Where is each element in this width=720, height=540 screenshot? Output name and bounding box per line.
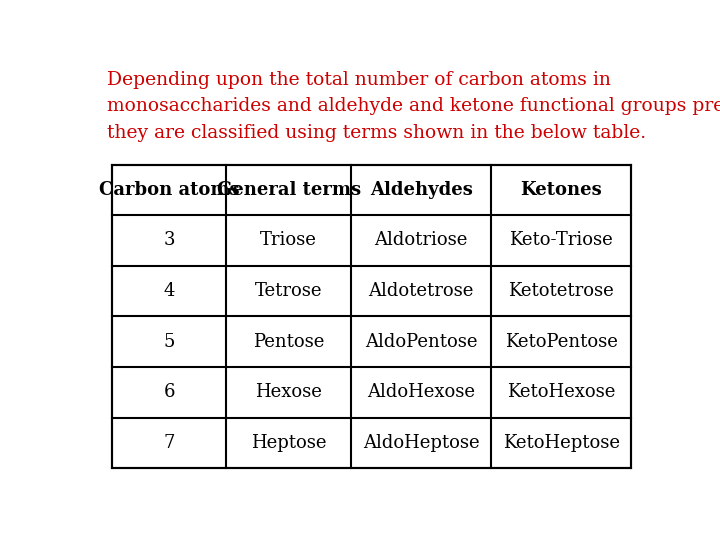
Text: Triose: Triose (261, 232, 318, 249)
Text: 3: 3 (163, 232, 175, 249)
Text: AldoHeptose: AldoHeptose (363, 434, 480, 452)
Text: KetoHeptose: KetoHeptose (503, 434, 620, 452)
Text: 5: 5 (163, 333, 175, 350)
Text: 6: 6 (163, 383, 175, 401)
Text: KetoPentose: KetoPentose (505, 333, 618, 350)
Bar (112, 165, 631, 468)
Text: AldoHexose: AldoHexose (367, 383, 475, 401)
Text: Carbon atoms: Carbon atoms (99, 181, 240, 199)
Text: Hexose: Hexose (256, 383, 322, 401)
Text: Depending upon the total number of carbon atoms in
monosaccharides and aldehyde : Depending upon the total number of carbo… (107, 71, 720, 142)
Text: Aldotriose: Aldotriose (374, 232, 468, 249)
Text: KetoHexose: KetoHexose (507, 383, 616, 401)
Text: Pentose: Pentose (253, 333, 325, 350)
Text: Ketotetrose: Ketotetrose (508, 282, 614, 300)
Text: Tetrose: Tetrose (255, 282, 323, 300)
Text: AldoPentose: AldoPentose (365, 333, 477, 350)
Text: Aldotetrose: Aldotetrose (369, 282, 474, 300)
Text: Keto-Triose: Keto-Triose (509, 232, 613, 249)
Text: Heptose: Heptose (251, 434, 326, 452)
Text: 7: 7 (163, 434, 175, 452)
Text: Ketones: Ketones (521, 181, 602, 199)
Text: General terms: General terms (217, 181, 361, 199)
Text: Aldehydes: Aldehydes (369, 181, 472, 199)
Text: 4: 4 (163, 282, 175, 300)
